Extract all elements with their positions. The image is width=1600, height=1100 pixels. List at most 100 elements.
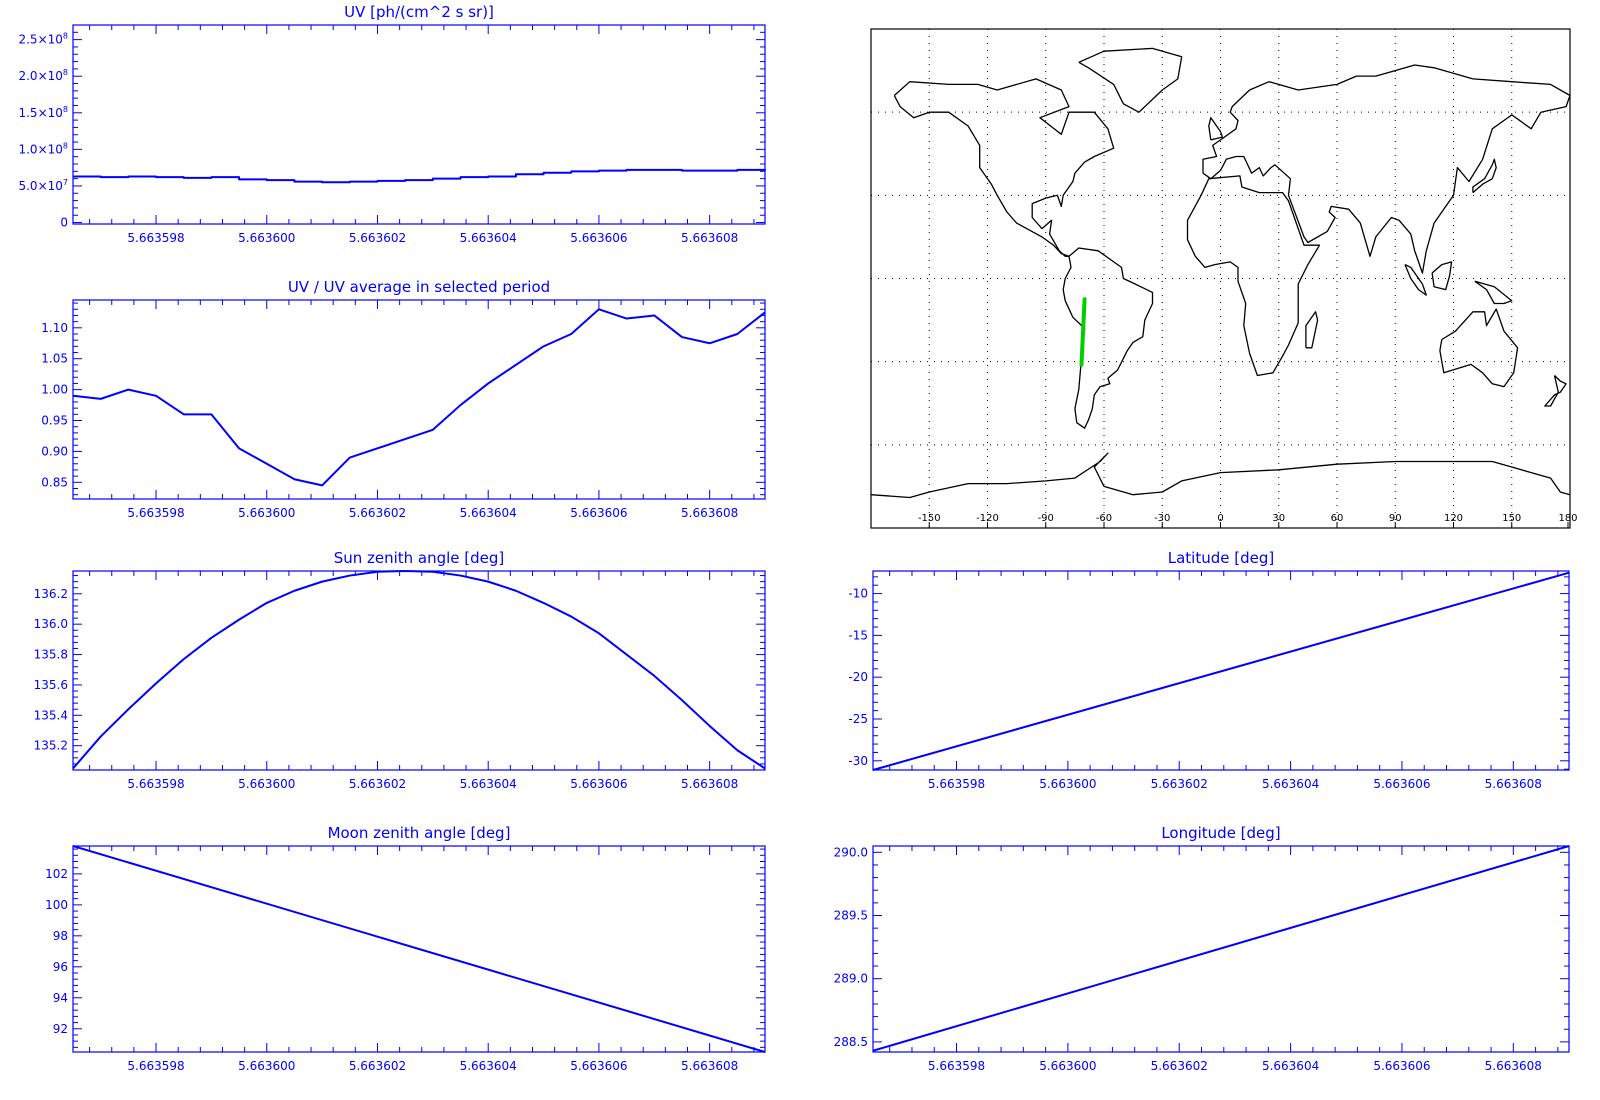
longitude-y-tick-label: 289.5 — [834, 909, 868, 923]
moon-zenith-series-line — [72, 845, 766, 1053]
uv-series-line — [73, 168, 766, 184]
panel-moon-zenith: Moon zenith angle [deg] — [72, 824, 766, 1053]
latitude-y-tick-label: -15 — [848, 628, 868, 642]
uv-ratio-y-tick-label: 0.90 — [41, 444, 68, 458]
coastline-borneo — [1431, 261, 1453, 291]
map-x-tick-label: -90 — [1038, 513, 1054, 524]
latitude-y-tick-label: -30 — [848, 754, 868, 768]
uv-ratio-title: UV / UV average in selected period — [288, 278, 550, 296]
moon-zenith-marks: 5.663598 5.663600 5.663602 5.663604 5.663606… — [45, 845, 766, 1073]
moon-zenith-x-tick-label: 5.663602 — [349, 1059, 406, 1073]
moon-zenith-y-tick-label: 94 — [53, 991, 68, 1005]
moon-zenith-y-tick-label: 98 — [53, 929, 68, 943]
uv-ratio-x-tick-label: 5.663606 — [570, 506, 627, 520]
uv-x-tick-label: 5.663604 — [460, 231, 517, 245]
uv-y-tick-label: 2.0×108 — [18, 68, 68, 83]
moon-zenith-y-tick-label: 92 — [53, 1022, 68, 1036]
latitude-plot-frame — [872, 570, 1570, 771]
uv-ratio-x-tick-label: 5.663600 — [238, 506, 295, 520]
longitude-title: Longitude [deg] — [1161, 824, 1280, 842]
uv-ratio-x-tick-label: 5.663608 — [681, 506, 738, 520]
sun-zenith-y-tick-label: 135.4 — [34, 708, 68, 722]
uv-y-tick-label: 2.5×108 — [18, 32, 68, 47]
sun-zenith-x-tick-label: 5.663598 — [127, 777, 184, 791]
coastline-sumatra — [1404, 264, 1427, 296]
map-content: -150 -120 -90 -60 -30 0 30 60 90 120 150 180 — [870, 29, 1578, 528]
moon-zenith-x-tick-label: 5.663608 — [681, 1059, 738, 1073]
uv-ratio-x-tick-label: 5.663598 — [127, 506, 184, 520]
map-x-tick-label: 60 — [1331, 513, 1344, 524]
latitude-y-tick-label: -10 — [848, 587, 868, 601]
moon-zenith-y-tick-label: 96 — [53, 960, 68, 974]
panel-uv-ratio: UV / UV average in selected period — [72, 278, 766, 500]
longitude-x-tick-label: 5.663602 — [1151, 1059, 1208, 1073]
latitude-x-tick-label: 5.663600 — [1039, 777, 1096, 791]
uv-ratio-series-line — [72, 308, 766, 487]
panel-longitude: Longitude [deg] — [872, 824, 1570, 1053]
latitude-series-line — [872, 571, 1570, 771]
uv-ratio-y-tick-label: 1.05 — [41, 352, 68, 366]
coastline-australia — [1439, 308, 1519, 388]
map-x-tick-label: 180 — [1558, 513, 1577, 524]
longitude-y-tick-label: 288.5 — [834, 1035, 868, 1049]
map-x-tick-label: -30 — [1154, 513, 1170, 524]
longitude-x-tick-label: 5.663604 — [1262, 1059, 1319, 1073]
map-x-tick-label: 30 — [1272, 513, 1285, 524]
map-x-tick-label: 120 — [1444, 513, 1463, 524]
latitude-y-tick-label: -25 — [848, 712, 868, 726]
moon-zenith-plot-frame — [72, 845, 766, 1053]
latitude-x-tick-label: 5.663608 — [1485, 777, 1542, 791]
longitude-x-tick-label: 5.663598 — [928, 1059, 985, 1073]
uv-y-tick-label: 5.0×107 — [18, 178, 68, 193]
uv-x-tick-label: 5.663598 — [127, 231, 184, 245]
panel-world-map — [870, 28, 1571, 529]
moon-zenith-x-tick-label: 5.663598 — [127, 1059, 184, 1073]
sun-zenith-x-tick-label: 5.663606 — [570, 777, 627, 791]
uv-title: UV [ph/(cm^2 s sr)] — [344, 3, 494, 21]
uv-x-tick-label: 5.663606 — [570, 231, 627, 245]
uv-plot-frame — [72, 24, 766, 225]
orbit-track — [1079, 297, 1087, 367]
uv-y-tick-label: 0 — [60, 216, 68, 230]
longitude-y-tick-label: 289.0 — [834, 972, 868, 986]
latitude-x-tick-label: 5.663602 — [1151, 777, 1208, 791]
uv-ratio-x-tick-label: 5.663604 — [460, 506, 517, 520]
sun-zenith-marks: 5.663598 5.663600 5.663602 5.663604 5.663606… — [34, 570, 766, 791]
coastline-greenland — [1078, 47, 1183, 113]
coastline-new-guinea — [1474, 280, 1513, 305]
longitude-x-tick-label: 5.663600 — [1039, 1059, 1096, 1073]
longitude-y-tick-label: 290.0 — [834, 845, 868, 859]
coastline-japan — [1472, 158, 1497, 194]
sun-zenith-plot-frame — [72, 570, 766, 771]
sun-zenith-series-line — [72, 570, 766, 770]
map-frame — [870, 28, 1571, 529]
uv-ratio-y-tick-label: 1.00 — [41, 383, 68, 397]
uv-x-tick-label: 5.663608 — [681, 231, 738, 245]
moon-zenith-x-tick-label: 5.663606 — [570, 1059, 627, 1073]
coastline-new-zealand — [1544, 375, 1567, 407]
uv-y-tick-label: 1.5×108 — [18, 105, 68, 120]
latitude-y-tick-label: -20 — [848, 670, 868, 684]
latitude-title: Latitude [deg] — [1168, 549, 1274, 567]
coastline-eurasia — [1202, 64, 1571, 274]
map-x-tick-label: -120 — [976, 513, 999, 524]
coastline-madagascar — [1305, 311, 1319, 349]
coastline-africa — [1186, 175, 1321, 377]
moon-zenith-y-tick-label: 102 — [45, 867, 68, 881]
uv-ratio-x-tick-label: 5.663602 — [349, 506, 406, 520]
uv-ratio-plot-frame — [72, 299, 766, 500]
sun-zenith-x-tick-label: 5.663602 — [349, 777, 406, 791]
latitude-x-tick-label: 5.663598 — [928, 777, 985, 791]
coastline-uk — [1208, 117, 1224, 141]
sun-zenith-x-tick-label: 5.663604 — [460, 777, 517, 791]
longitude-x-tick-label: 5.663608 — [1485, 1059, 1542, 1073]
coastline-south-america — [1062, 247, 1154, 429]
sun-zenith-y-tick-label: 136.2 — [34, 587, 68, 601]
latitude-marks: 5.663598 5.663600 5.663602 5.663604 5.663606… — [848, 571, 1570, 791]
longitude-x-tick-label: 5.663606 — [1373, 1059, 1430, 1073]
longitude-plot-frame — [872, 845, 1570, 1053]
map-x-tick-label: -150 — [918, 513, 941, 524]
sun-zenith-x-tick-label: 5.663608 — [681, 777, 738, 791]
longitude-marks: 5.663598 5.663600 5.663602 5.663604 5.663606… — [834, 845, 1570, 1073]
